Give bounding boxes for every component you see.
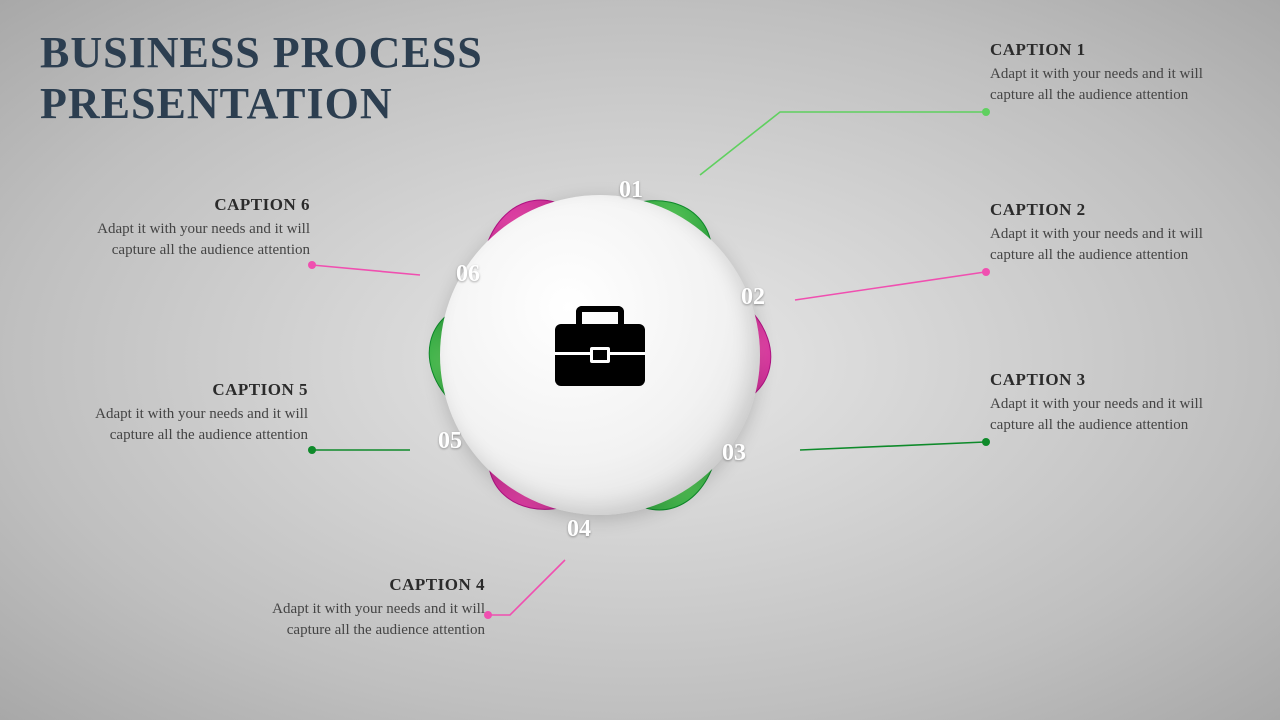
petal-number-04: 04 [567,516,591,543]
caption-title-4: CAPTION 4 [245,575,485,595]
caption-body-5: Adapt it with your needs and it will cap… [68,404,308,446]
connector-dot-6 [308,261,316,269]
caption-body-3: Adapt it with your needs and it will cap… [990,394,1230,436]
caption-title-6: CAPTION 6 [70,195,310,215]
caption-body-6: Adapt it with your needs and it will cap… [70,219,310,261]
petal-number-05: 05 [438,428,462,455]
connector-dot-3 [982,438,990,446]
caption-2: CAPTION 2 Adapt it with your needs and i… [990,200,1230,266]
caption-title-5: CAPTION 5 [68,380,308,400]
caption-1: CAPTION 1 Adapt it with your needs and i… [990,40,1230,106]
connector-dot-2 [982,268,990,276]
caption-body-1: Adapt it with your needs and it will cap… [990,64,1230,106]
caption-3: CAPTION 3 Adapt it with your needs and i… [990,370,1230,436]
title-line-1: BUSINESS PROCESS [40,28,483,77]
caption-6: CAPTION 6 Adapt it with your needs and i… [70,195,310,261]
connector-dot-4 [484,611,492,619]
connector-dot-1 [982,108,990,116]
briefcase-icon [555,324,645,386]
caption-title-2: CAPTION 2 [990,200,1230,220]
center-hub [440,195,760,515]
caption-title-3: CAPTION 3 [990,370,1230,390]
petal-number-02: 02 [741,284,765,311]
connector-dot-5 [308,446,316,454]
caption-title-1: CAPTION 1 [990,40,1230,60]
title-line-2: PRESENTATION [40,79,393,128]
caption-5: CAPTION 5 Adapt it with your needs and i… [68,380,308,446]
petal-number-06: 06 [456,261,480,288]
page-title: BUSINESS PROCESS PRESENTATION [40,28,483,129]
petal-number-01: 01 [619,177,643,204]
petal-number-03: 03 [722,440,746,467]
caption-4: CAPTION 4 Adapt it with your needs and i… [245,575,485,641]
caption-body-2: Adapt it with your needs and it will cap… [990,224,1230,266]
caption-body-4: Adapt it with your needs and it will cap… [245,599,485,641]
